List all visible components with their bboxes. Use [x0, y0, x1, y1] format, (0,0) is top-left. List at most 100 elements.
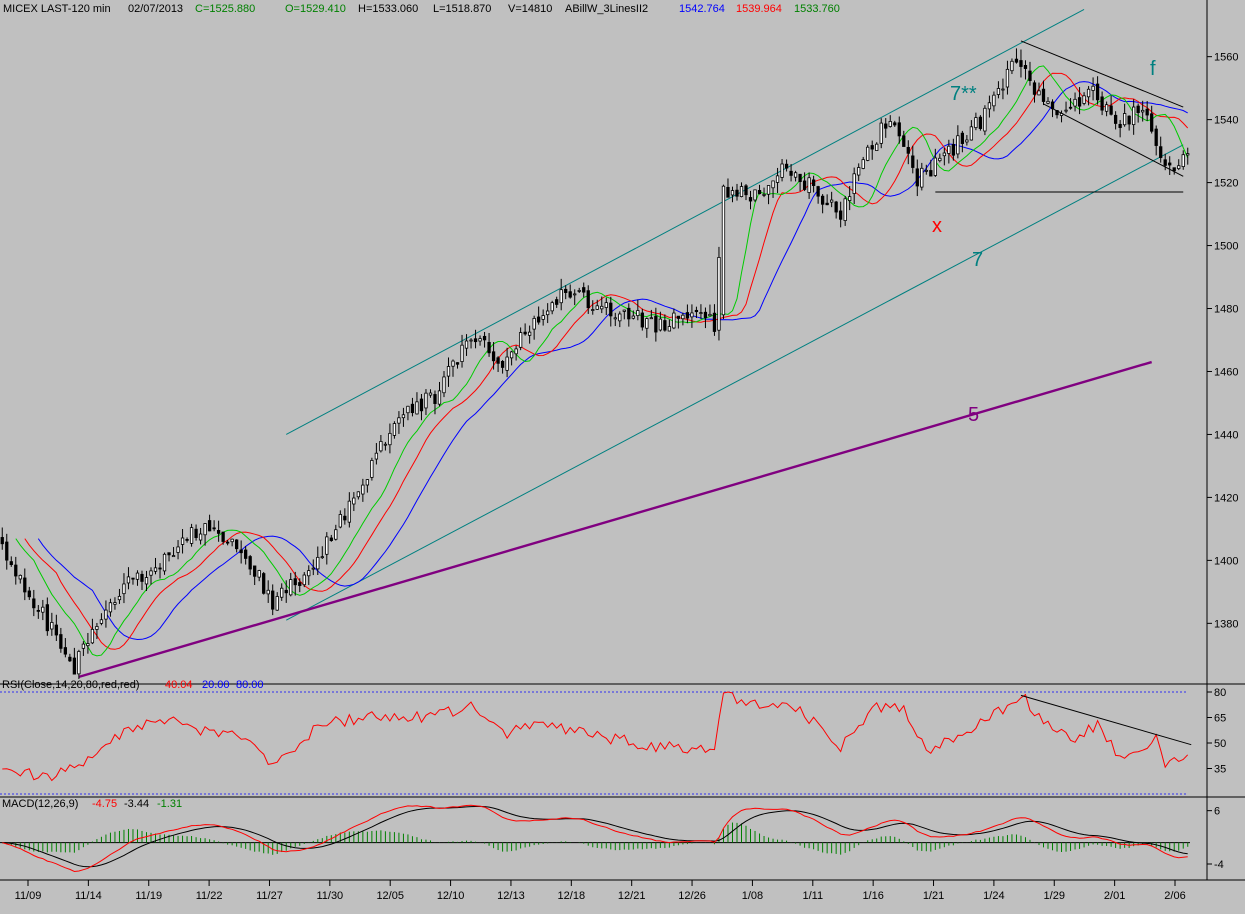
candle [1118, 119, 1122, 138]
candle-body [978, 116, 983, 129]
candle-body [920, 167, 924, 188]
candle-body [1005, 68, 1010, 88]
candle-body [1100, 96, 1104, 111]
candle [559, 278, 563, 311]
header-blue-value: 1542.764 [679, 3, 725, 15]
candle [938, 153, 942, 163]
candle-body [455, 362, 460, 365]
candle [586, 285, 590, 314]
x-tick-label: 12/13 [497, 890, 525, 902]
header-symbol: MICEX LAST-120 min [3, 3, 111, 15]
candle-body [379, 441, 383, 452]
candle [433, 390, 437, 415]
candle-body [280, 587, 284, 598]
candle-body [861, 159, 865, 169]
candle [649, 309, 653, 320]
candle-body [469, 339, 473, 342]
candle [956, 125, 960, 159]
candle [428, 389, 433, 398]
candle [280, 583, 284, 601]
candle-body [496, 357, 500, 364]
candle-body [577, 290, 581, 292]
candle [104, 600, 108, 628]
candle-body [1077, 97, 1082, 107]
candle [334, 524, 338, 541]
candle [419, 393, 424, 421]
candle [36, 605, 40, 619]
candle [320, 546, 324, 559]
candle-body [667, 326, 672, 332]
candle [802, 172, 807, 192]
candle-body [622, 309, 626, 312]
candle [284, 580, 288, 603]
candle [888, 115, 892, 128]
candle-body [262, 573, 266, 594]
candle-body [343, 515, 347, 521]
candle-body [212, 527, 216, 530]
candle-body [293, 578, 297, 586]
candle [505, 347, 509, 378]
candle-body [852, 173, 856, 194]
candle-body [248, 556, 252, 570]
candle [90, 618, 95, 645]
candle-body [595, 305, 599, 310]
candle-body [153, 567, 158, 572]
candle [1037, 82, 1041, 96]
candle-body [302, 574, 306, 586]
candle-body [230, 538, 234, 543]
x-tick-label: 12/05 [376, 890, 404, 902]
candle-body [352, 497, 356, 505]
candle [189, 523, 194, 547]
candle [500, 360, 505, 374]
x-tick-label: 2/01 [1104, 890, 1125, 902]
header-close: C=1525.880 [195, 3, 255, 15]
candle [942, 147, 946, 166]
candle-body [992, 94, 996, 107]
candle-body [23, 577, 27, 593]
candle [496, 356, 500, 372]
candle-body [906, 146, 910, 154]
candle [478, 335, 482, 346]
candle [681, 312, 685, 326]
candle [59, 627, 63, 653]
candle [564, 285, 568, 300]
x-tick-label: 11/09 [15, 890, 42, 902]
candle [600, 296, 604, 314]
candle-body [744, 185, 748, 196]
candle [491, 342, 496, 370]
candle-body [965, 139, 969, 143]
candle-body [491, 351, 496, 362]
candle-body [266, 589, 270, 595]
candle [748, 190, 753, 210]
candle-body [775, 175, 780, 183]
candle-body [820, 195, 825, 205]
candle [1123, 103, 1127, 127]
candle [906, 140, 910, 165]
candle-body [253, 565, 257, 577]
candle-body [1154, 128, 1158, 146]
candle-body [528, 331, 532, 336]
candle [532, 315, 536, 340]
candle-body [1086, 88, 1091, 98]
candle [1028, 61, 1032, 86]
trendlines [78, 9, 1184, 679]
candle [14, 556, 18, 585]
candle [694, 306, 699, 318]
candle [235, 539, 239, 553]
candle [879, 118, 883, 149]
candle [654, 307, 658, 342]
candle [388, 423, 392, 454]
candle-body [99, 619, 104, 624]
candle-body [401, 414, 406, 419]
candle-body [113, 602, 117, 605]
candle [158, 563, 162, 579]
candle-body [451, 360, 455, 367]
rsi-tick-label: 50 [1214, 738, 1226, 750]
rsi-upper: 80.00 [236, 679, 264, 691]
candle-body [383, 443, 388, 446]
candle [509, 350, 514, 366]
candle-body [0, 537, 4, 545]
x-tick-label: 12/10 [437, 890, 465, 902]
